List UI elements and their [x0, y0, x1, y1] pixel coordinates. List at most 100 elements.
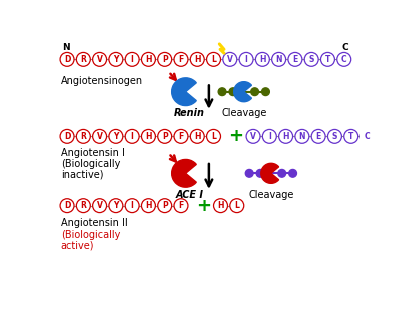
Circle shape — [125, 52, 139, 66]
Circle shape — [109, 52, 123, 66]
Circle shape — [272, 52, 286, 66]
Circle shape — [174, 199, 188, 213]
Text: R: R — [80, 55, 86, 64]
Circle shape — [239, 52, 253, 66]
Circle shape — [262, 129, 276, 143]
Text: inactive): inactive) — [61, 170, 103, 180]
Circle shape — [142, 199, 155, 213]
Text: F: F — [178, 55, 184, 64]
Circle shape — [278, 169, 286, 177]
Circle shape — [344, 129, 358, 143]
Text: F: F — [178, 201, 184, 210]
Circle shape — [125, 199, 139, 213]
Text: +: + — [228, 127, 244, 145]
Circle shape — [93, 199, 106, 213]
Text: N: N — [275, 55, 282, 64]
Text: H: H — [145, 132, 152, 141]
Circle shape — [158, 52, 172, 66]
Text: H: H — [217, 201, 224, 210]
Circle shape — [279, 129, 292, 143]
Text: I: I — [131, 201, 134, 210]
Circle shape — [245, 169, 253, 177]
Text: V: V — [97, 55, 102, 64]
Text: L: L — [234, 201, 239, 210]
Text: L: L — [211, 55, 216, 64]
Text: V: V — [227, 55, 233, 64]
Text: Renin: Renin — [174, 108, 205, 118]
Text: R: R — [80, 132, 86, 141]
Text: V: V — [97, 201, 102, 210]
Circle shape — [230, 199, 244, 213]
Circle shape — [360, 129, 374, 143]
Text: P: P — [162, 132, 168, 141]
Circle shape — [158, 199, 172, 213]
Text: Y: Y — [113, 201, 118, 210]
Text: N: N — [62, 43, 69, 52]
Text: S: S — [332, 132, 337, 141]
Text: D: D — [64, 55, 70, 64]
Circle shape — [93, 52, 106, 66]
Circle shape — [109, 199, 123, 213]
Circle shape — [229, 88, 237, 95]
Text: P: P — [162, 201, 168, 210]
Text: H: H — [259, 55, 266, 64]
Text: E: E — [292, 55, 298, 64]
Circle shape — [190, 129, 204, 143]
Text: C: C — [341, 55, 346, 64]
Text: H: H — [282, 132, 289, 141]
Text: Y: Y — [113, 132, 118, 141]
Text: H: H — [145, 55, 152, 64]
Text: P: P — [162, 55, 168, 64]
Circle shape — [246, 129, 260, 143]
Circle shape — [328, 129, 342, 143]
Text: H: H — [194, 55, 200, 64]
Text: D: D — [64, 132, 70, 141]
Circle shape — [60, 199, 74, 213]
Text: C: C — [342, 43, 348, 52]
Wedge shape — [172, 159, 196, 187]
Text: Cleavage: Cleavage — [248, 190, 294, 200]
Circle shape — [223, 52, 237, 66]
Circle shape — [262, 88, 269, 95]
Circle shape — [206, 129, 220, 143]
Text: L: L — [211, 132, 216, 141]
Circle shape — [76, 52, 90, 66]
Circle shape — [337, 52, 351, 66]
Text: T: T — [348, 132, 353, 141]
Wedge shape — [261, 163, 278, 183]
Circle shape — [320, 52, 334, 66]
Text: D: D — [64, 201, 70, 210]
Circle shape — [174, 129, 188, 143]
Circle shape — [255, 52, 269, 66]
Circle shape — [142, 129, 155, 143]
Text: S: S — [308, 55, 314, 64]
Text: I: I — [245, 55, 248, 64]
Circle shape — [295, 129, 309, 143]
Text: H: H — [194, 132, 200, 141]
Circle shape — [218, 88, 226, 95]
Circle shape — [125, 129, 139, 143]
Text: active): active) — [61, 241, 94, 251]
Circle shape — [158, 129, 172, 143]
Text: N: N — [299, 132, 305, 141]
Circle shape — [174, 52, 188, 66]
Circle shape — [304, 52, 318, 66]
Circle shape — [256, 169, 264, 177]
Circle shape — [311, 129, 325, 143]
Text: Angiotensin II: Angiotensin II — [61, 218, 128, 228]
Text: H: H — [145, 201, 152, 210]
Text: Cleavage: Cleavage — [221, 108, 266, 118]
Circle shape — [289, 169, 296, 177]
Circle shape — [60, 52, 74, 66]
Circle shape — [76, 129, 90, 143]
Text: F: F — [178, 132, 184, 141]
Text: I: I — [131, 132, 134, 141]
Text: (Biologically: (Biologically — [61, 230, 120, 240]
Text: ACE I: ACE I — [176, 190, 204, 200]
Text: I: I — [131, 55, 134, 64]
Text: Y: Y — [113, 55, 118, 64]
Text: C: C — [364, 132, 370, 141]
Circle shape — [251, 88, 258, 95]
Text: I: I — [268, 132, 271, 141]
Circle shape — [142, 52, 155, 66]
